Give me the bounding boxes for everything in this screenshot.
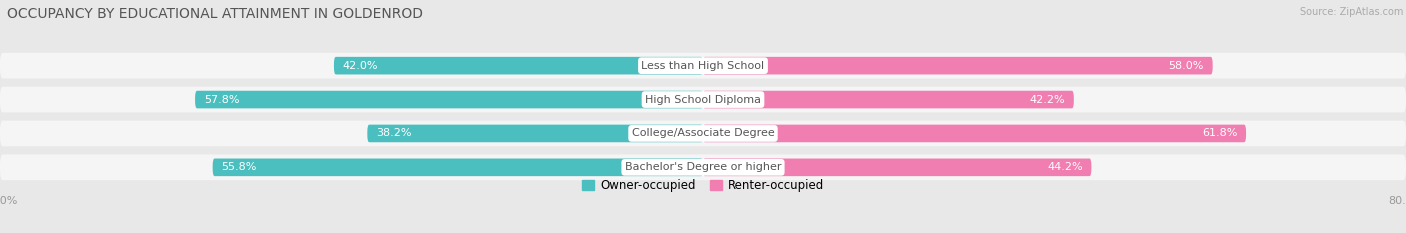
Text: 58.0%: 58.0% xyxy=(1168,61,1204,71)
FancyBboxPatch shape xyxy=(0,120,1406,146)
Text: 61.8%: 61.8% xyxy=(1202,128,1237,138)
Text: OCCUPANCY BY EDUCATIONAL ATTAINMENT IN GOLDENROD: OCCUPANCY BY EDUCATIONAL ATTAINMENT IN G… xyxy=(7,7,423,21)
FancyBboxPatch shape xyxy=(0,154,1406,180)
FancyBboxPatch shape xyxy=(0,53,1406,79)
FancyBboxPatch shape xyxy=(0,87,1406,113)
FancyBboxPatch shape xyxy=(703,125,1246,142)
Text: Bachelor's Degree or higher: Bachelor's Degree or higher xyxy=(624,162,782,172)
Text: 38.2%: 38.2% xyxy=(375,128,412,138)
Legend: Owner-occupied, Renter-occupied: Owner-occupied, Renter-occupied xyxy=(578,175,828,197)
Text: College/Associate Degree: College/Associate Degree xyxy=(631,128,775,138)
FancyBboxPatch shape xyxy=(335,57,703,75)
Text: 42.0%: 42.0% xyxy=(343,61,378,71)
Text: High School Diploma: High School Diploma xyxy=(645,95,761,105)
Text: 55.8%: 55.8% xyxy=(222,162,257,172)
FancyBboxPatch shape xyxy=(212,158,703,176)
FancyBboxPatch shape xyxy=(703,91,1074,108)
Text: Less than High School: Less than High School xyxy=(641,61,765,71)
Text: 44.2%: 44.2% xyxy=(1047,162,1083,172)
Text: Source: ZipAtlas.com: Source: ZipAtlas.com xyxy=(1299,7,1403,17)
FancyBboxPatch shape xyxy=(703,158,1091,176)
Text: 42.2%: 42.2% xyxy=(1029,95,1066,105)
FancyBboxPatch shape xyxy=(367,125,703,142)
Text: 57.8%: 57.8% xyxy=(204,95,239,105)
FancyBboxPatch shape xyxy=(703,57,1212,75)
FancyBboxPatch shape xyxy=(195,91,703,108)
